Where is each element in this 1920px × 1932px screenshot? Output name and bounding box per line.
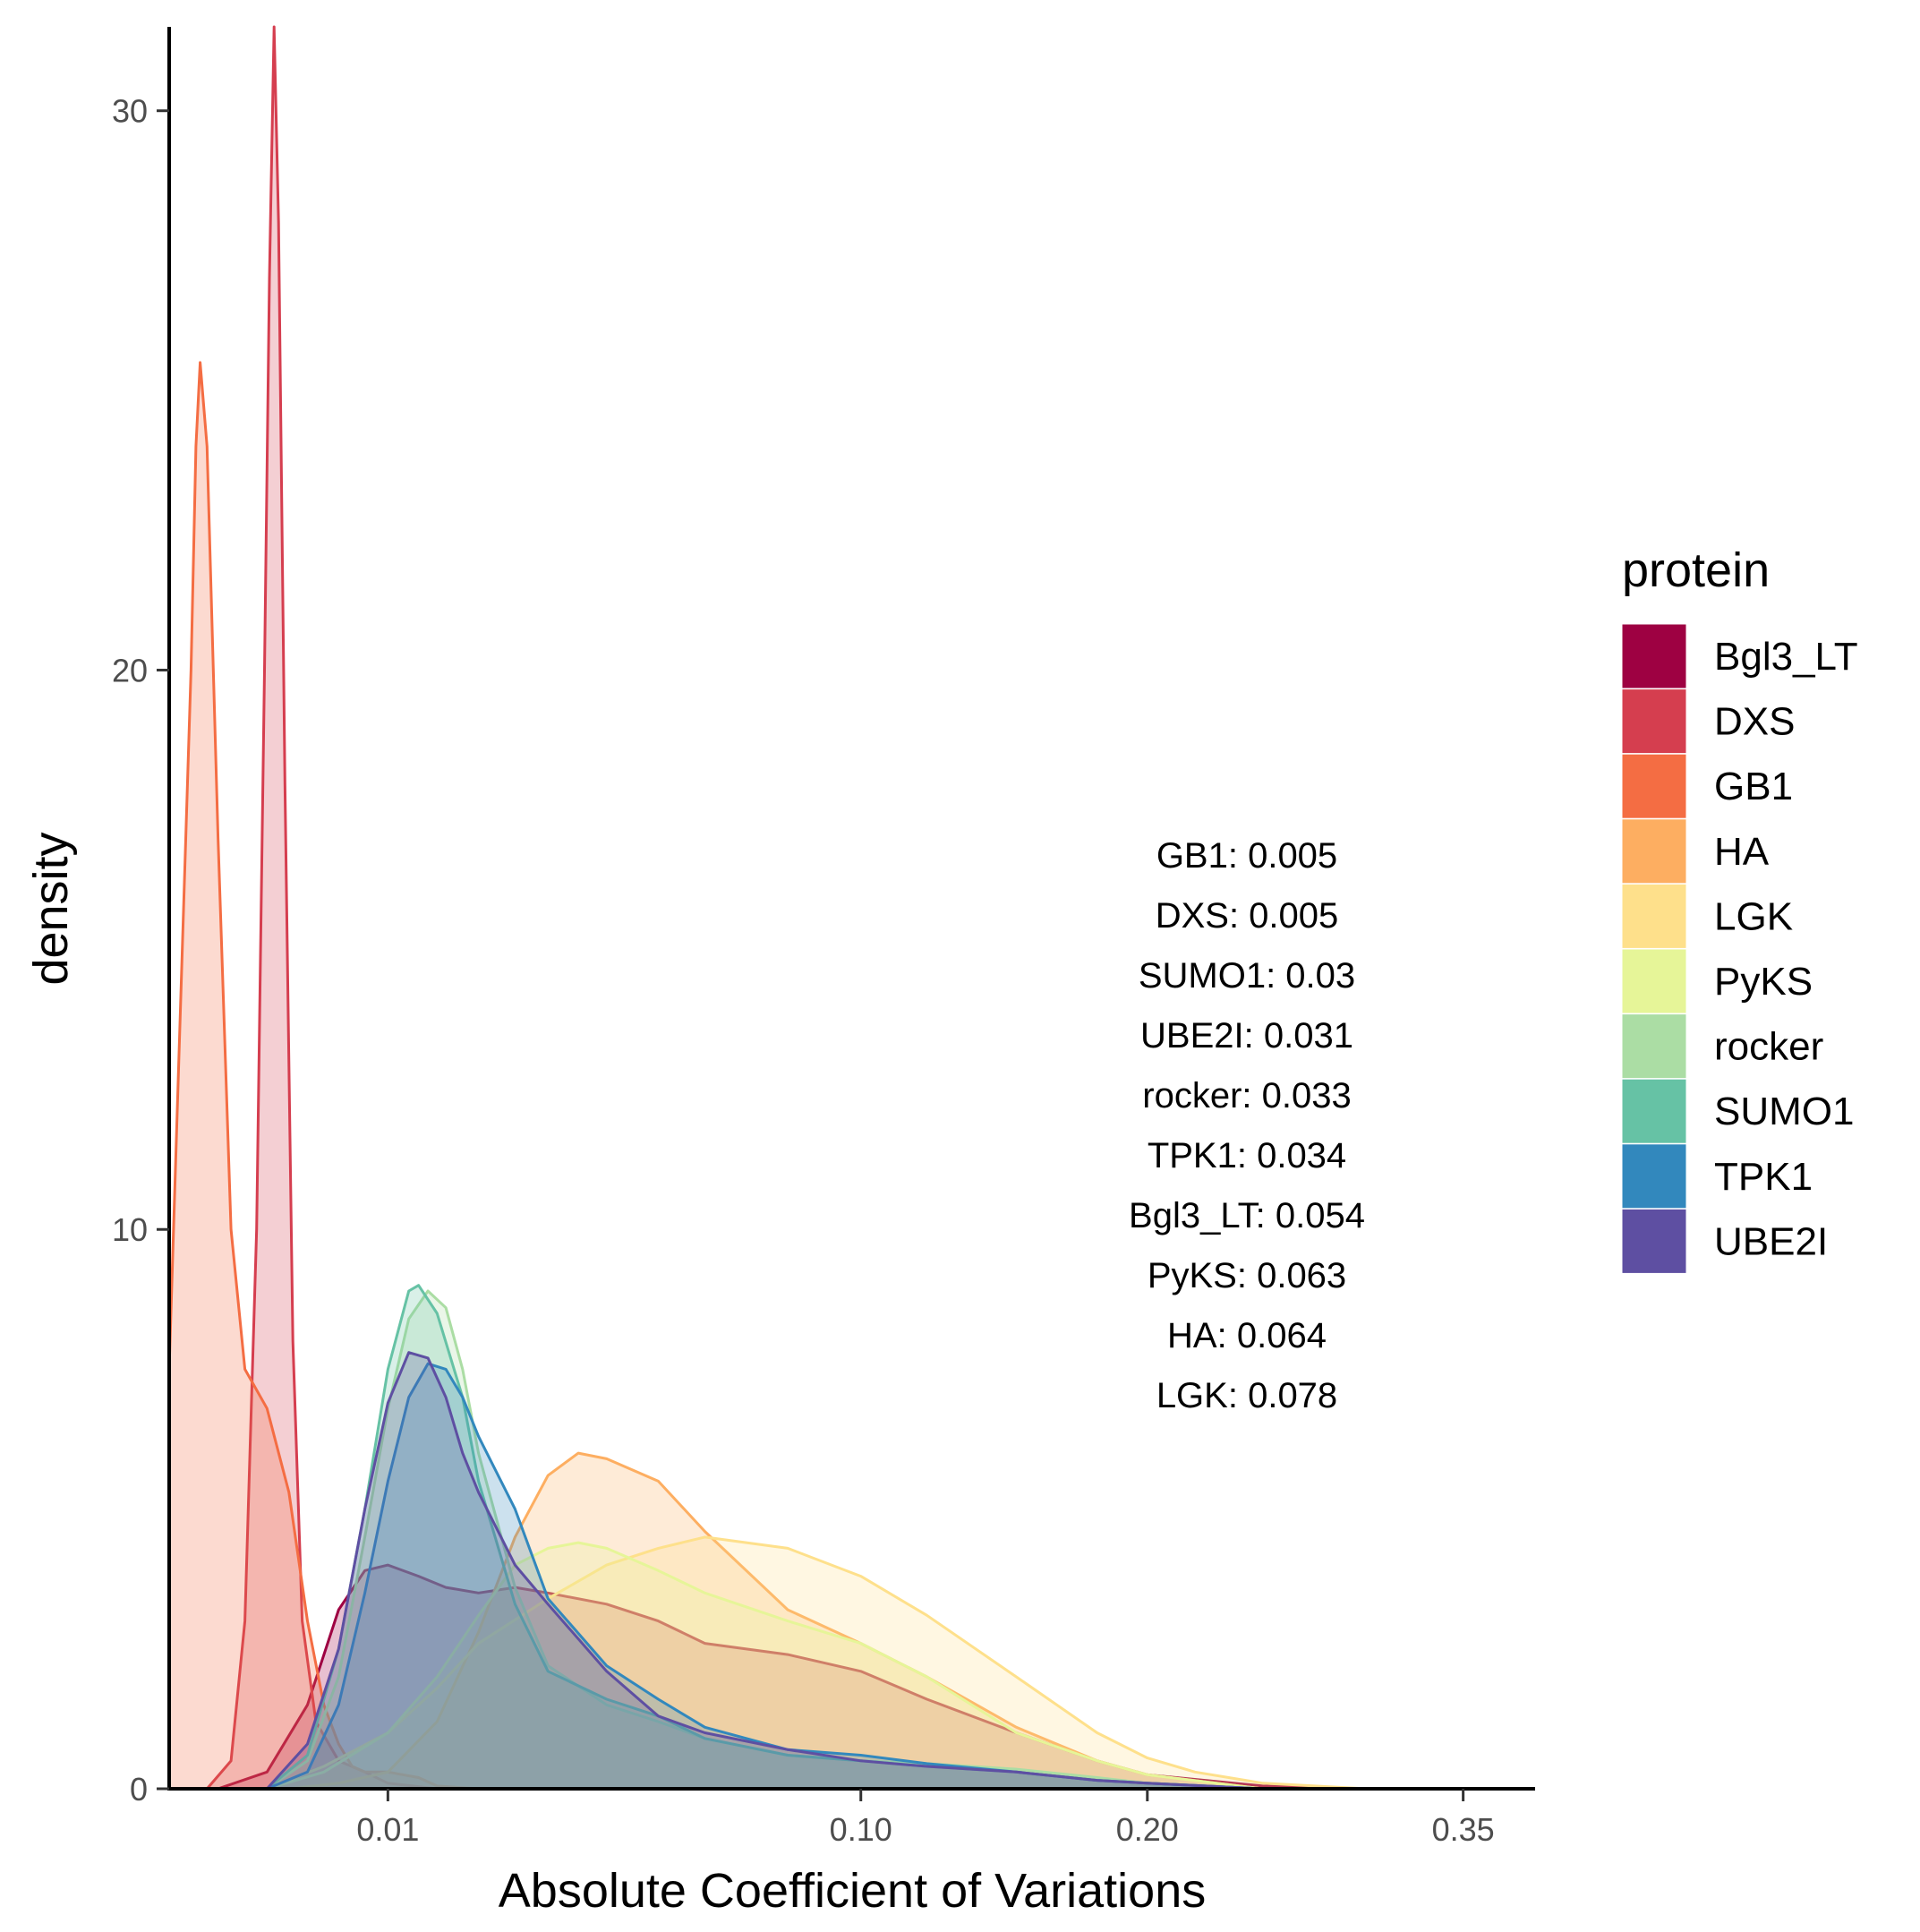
annotation-label: Bgl3_LT: 0.054 <box>1129 1196 1365 1235</box>
legend-label-sumo1: SUMO1 <box>1714 1090 1854 1133</box>
annotation-label: HA: 0.064 <box>1167 1316 1327 1355</box>
y-tick-label: 20 <box>112 652 148 688</box>
x-tick-label: 0.20 <box>1116 1811 1179 1848</box>
annotation-label: GB1: 0.005 <box>1156 836 1337 876</box>
density-area-dxs <box>207 27 438 1789</box>
legend-title: protein <box>1622 543 1770 597</box>
density-line-ha <box>288 1451 1263 1791</box>
annotation-label: LGK: 0.078 <box>1156 1376 1337 1415</box>
legend-items: Bgl3_LT DXS GB1 HA LGK PyKS rocker SUMO1 TPK1 UBE… <box>1621 623 1858 1274</box>
density-line-ube2i <box>266 1351 1263 1791</box>
legend-key-ube2i <box>1621 1208 1687 1274</box>
legend-label-ha: HA <box>1714 830 1770 874</box>
legend-key-bgl3-lt <box>1621 623 1687 689</box>
annotation-label: rocker: 0.033 <box>1142 1076 1351 1116</box>
density-area-sumo1 <box>267 1285 1263 1789</box>
density-area-bgl3-lt <box>218 1565 1368 1789</box>
legend-label-bgl3-lt: Bgl3_LT <box>1714 635 1858 679</box>
legend-key-pyks <box>1621 948 1687 1014</box>
legend-key-ha <box>1621 818 1687 885</box>
density-line-rocker <box>266 1289 1263 1791</box>
legend-label-rocker: rocker <box>1714 1025 1823 1069</box>
legend-label-pyks: PyKS <box>1714 960 1813 1004</box>
legend: protein Bgl3_LT DXS GB1 HA LGK PyKS rocker SUMO… <box>1621 543 1858 1274</box>
density-area-rocker <box>267 1291 1263 1789</box>
density-line-lgk <box>266 1535 1368 1791</box>
legend-label-dxs: DXS <box>1714 700 1795 744</box>
legend-key-gb1 <box>1621 753 1687 819</box>
density-area-ube2i <box>267 1352 1263 1789</box>
legend-label-gb1: GB1 <box>1714 765 1793 808</box>
legend-label-ube2i: UBE2I <box>1714 1219 1828 1263</box>
annotation-label: UBE2I: 0.031 <box>1140 1016 1353 1056</box>
x-tick-label: 0.10 <box>830 1811 892 1848</box>
legend-key-tpk1 <box>1621 1143 1687 1210</box>
y-axis-ticks: 0 10 20 30 <box>112 93 169 1808</box>
density-area-tpk1 <box>267 1364 1263 1789</box>
legend-key-dxs <box>1621 688 1687 755</box>
density-area-ha <box>288 1453 1263 1789</box>
legend-key-rocker <box>1621 1013 1687 1080</box>
x-tick-label: 0.01 <box>356 1811 419 1848</box>
y-tick-label: 0 <box>130 1771 148 1808</box>
density-series-layer <box>167 25 1368 1791</box>
x-tick-label: 0.35 <box>1432 1811 1495 1848</box>
density-area-gb1 <box>169 362 479 1789</box>
y-tick-label: 10 <box>112 1211 148 1248</box>
legend-label-lgk: LGK <box>1714 894 1793 938</box>
density-line-pyks <box>266 1541 1263 1791</box>
density-line-tpk1 <box>266 1362 1263 1791</box>
legend-key-lgk <box>1621 883 1687 949</box>
legend-label-tpk1: TPK1 <box>1714 1155 1813 1199</box>
annotation-label: SUMO1: 0.03 <box>1139 956 1355 996</box>
legend-key-sumo1 <box>1621 1078 1687 1144</box>
annotation-label: TPK1: 0.034 <box>1148 1136 1346 1175</box>
x-axis-title: Absolute Coefficient of Variations <box>499 1864 1206 1918</box>
annotation-label: PyKS: 0.063 <box>1148 1256 1346 1295</box>
density-area-lgk <box>267 1536 1368 1789</box>
annotation-label: DXS: 0.005 <box>1156 896 1339 936</box>
y-tick-label: 30 <box>112 93 148 130</box>
mean-cv-annotations: GB1: 0.005 DXS: 0.005 SUMO1: 0.03 UBE2I: 0.… <box>1129 836 1365 1415</box>
x-axis-ticks: 0.01 0.10 0.20 0.35 <box>356 1789 1495 1848</box>
y-axis-title: density <box>24 832 78 985</box>
